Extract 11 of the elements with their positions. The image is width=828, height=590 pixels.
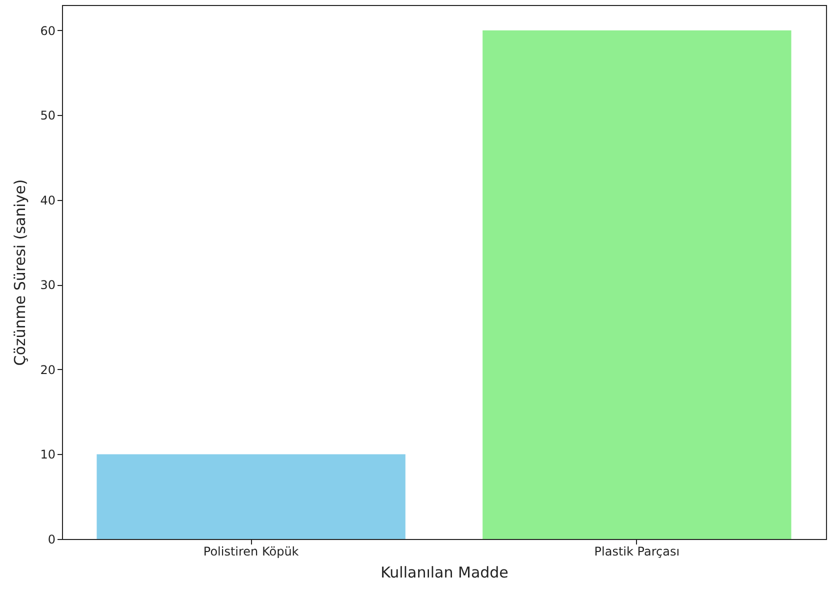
y-tick-label: 10 [40, 448, 56, 462]
y-tick-label: 50 [40, 108, 56, 123]
y-tick-label: 0 [48, 532, 56, 546]
x-tick-label: Plastik Parçası [594, 544, 680, 558]
y-tick-label: 20 [40, 362, 56, 377]
y-axis-title: Çözünme Süresi (saniye) [11, 179, 30, 366]
x-tick-label: Polistiren Köpük [203, 544, 299, 558]
y-tick-label: 60 [40, 24, 56, 38]
y-tick-label: 30 [40, 278, 56, 292]
y-tick-label: 40 [40, 193, 56, 208]
x-axis-title: Kullanılan Madde [380, 564, 508, 582]
